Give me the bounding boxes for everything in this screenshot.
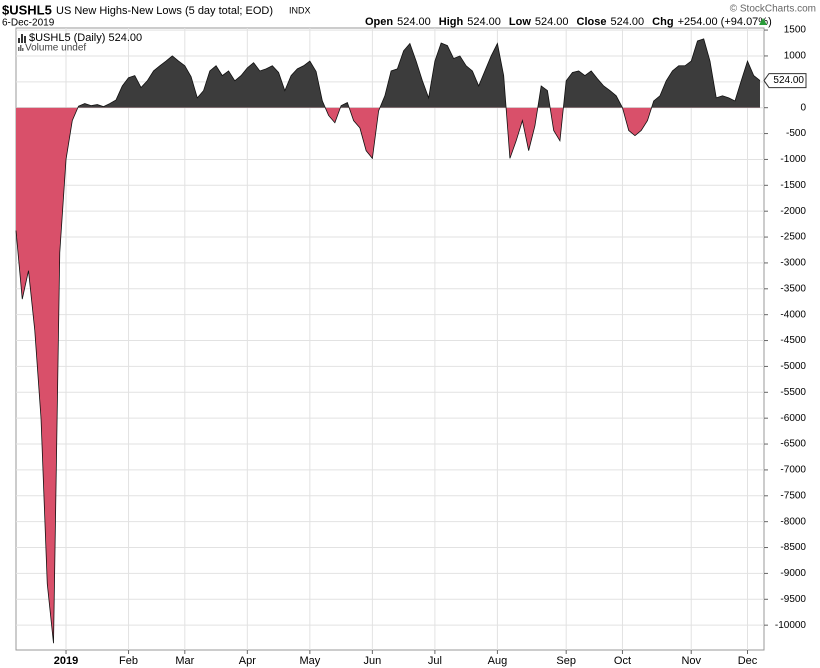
quote-value: 524.00 [467, 16, 501, 28]
quote-label: Open [365, 16, 393, 28]
y-tick-label: 0 [800, 102, 806, 113]
x-tick-label: May [299, 655, 320, 667]
y-tick-label: -9000 [780, 568, 806, 579]
y-tick-label: -4000 [780, 309, 806, 320]
x-tick-label: Aug [488, 655, 508, 667]
y-tick-label: 1000 [784, 51, 807, 62]
y-tick-label: -6000 [780, 413, 806, 424]
y-tick-label: -10000 [775, 620, 807, 631]
area-outline [15, 38, 761, 644]
y-tick-label: 1500 [784, 25, 807, 36]
symbol: $USHL5 [2, 2, 52, 17]
y-tick-label: -1000 [780, 154, 806, 165]
quote-value: +254.00 (+94.07%) [678, 16, 772, 28]
x-tick-label: Dec [738, 655, 758, 667]
y-tick-label: -500 [786, 128, 806, 139]
quote-label: Chg [652, 16, 673, 28]
legend-icon [18, 34, 26, 43]
x-tick-label: Feb [119, 655, 138, 667]
quote-label: Close [577, 16, 607, 28]
y-tick-label: -3500 [780, 283, 806, 294]
price-badge [763, 73, 807, 89]
x-tick-label: Jul [428, 655, 442, 667]
y-tick-label: -7500 [780, 490, 806, 501]
quote-value: 524.00 [611, 16, 645, 28]
y-tick-label: -8000 [780, 516, 806, 527]
volume-icon [18, 45, 24, 51]
y-tick-label: -5500 [780, 387, 806, 398]
x-tick-label: Sep [556, 655, 576, 667]
credit: © StockCharts.com [730, 4, 816, 15]
y-tick-label: -4500 [780, 335, 806, 346]
legend: $USHL5 (Daily) 524.00 Volume undef [18, 32, 142, 54]
y-tick-label: -2000 [780, 206, 806, 217]
security-name: US New Highs-New Lows (5 day total; EOD) [56, 5, 273, 17]
quote-label: High [439, 16, 464, 28]
y-tick-label: -8500 [780, 542, 806, 553]
x-tick-label: Oct [614, 655, 631, 667]
date: 6-Dec-2019 [2, 18, 55, 29]
volume-note: Volume undef [25, 43, 86, 54]
y-tick-label: -3000 [780, 258, 806, 269]
y-tick-label: -2500 [780, 232, 806, 243]
quote-line: Open 524.00 High 524.00 Low 524.00 Close 524.00… [365, 16, 772, 28]
quote-label: Low [509, 16, 531, 28]
area-positive [77, 38, 760, 108]
x-tick-label: Jun [363, 655, 381, 667]
quote-value: 524.00 [397, 16, 431, 28]
x-tick-label: Mar [175, 655, 194, 667]
y-tick-label: -9500 [780, 594, 806, 605]
x-tick-label: Nov [681, 655, 701, 667]
x-tick-label: 2019 [54, 655, 78, 667]
x-tick-label: Apr [239, 655, 256, 667]
exchange: INDX [289, 5, 311, 15]
up-arrow [759, 18, 767, 25]
legend-entry: $USHL5 (Daily) 524.00 [29, 32, 142, 44]
y-tick-label: -6500 [780, 439, 806, 450]
y-tick-label: -1500 [780, 180, 806, 191]
y-tick-label: -5000 [780, 361, 806, 372]
price-badge-label: 524.00 [773, 75, 804, 86]
y-tick-label: -7000 [780, 465, 806, 476]
quote-value: 524.00 [535, 16, 569, 28]
